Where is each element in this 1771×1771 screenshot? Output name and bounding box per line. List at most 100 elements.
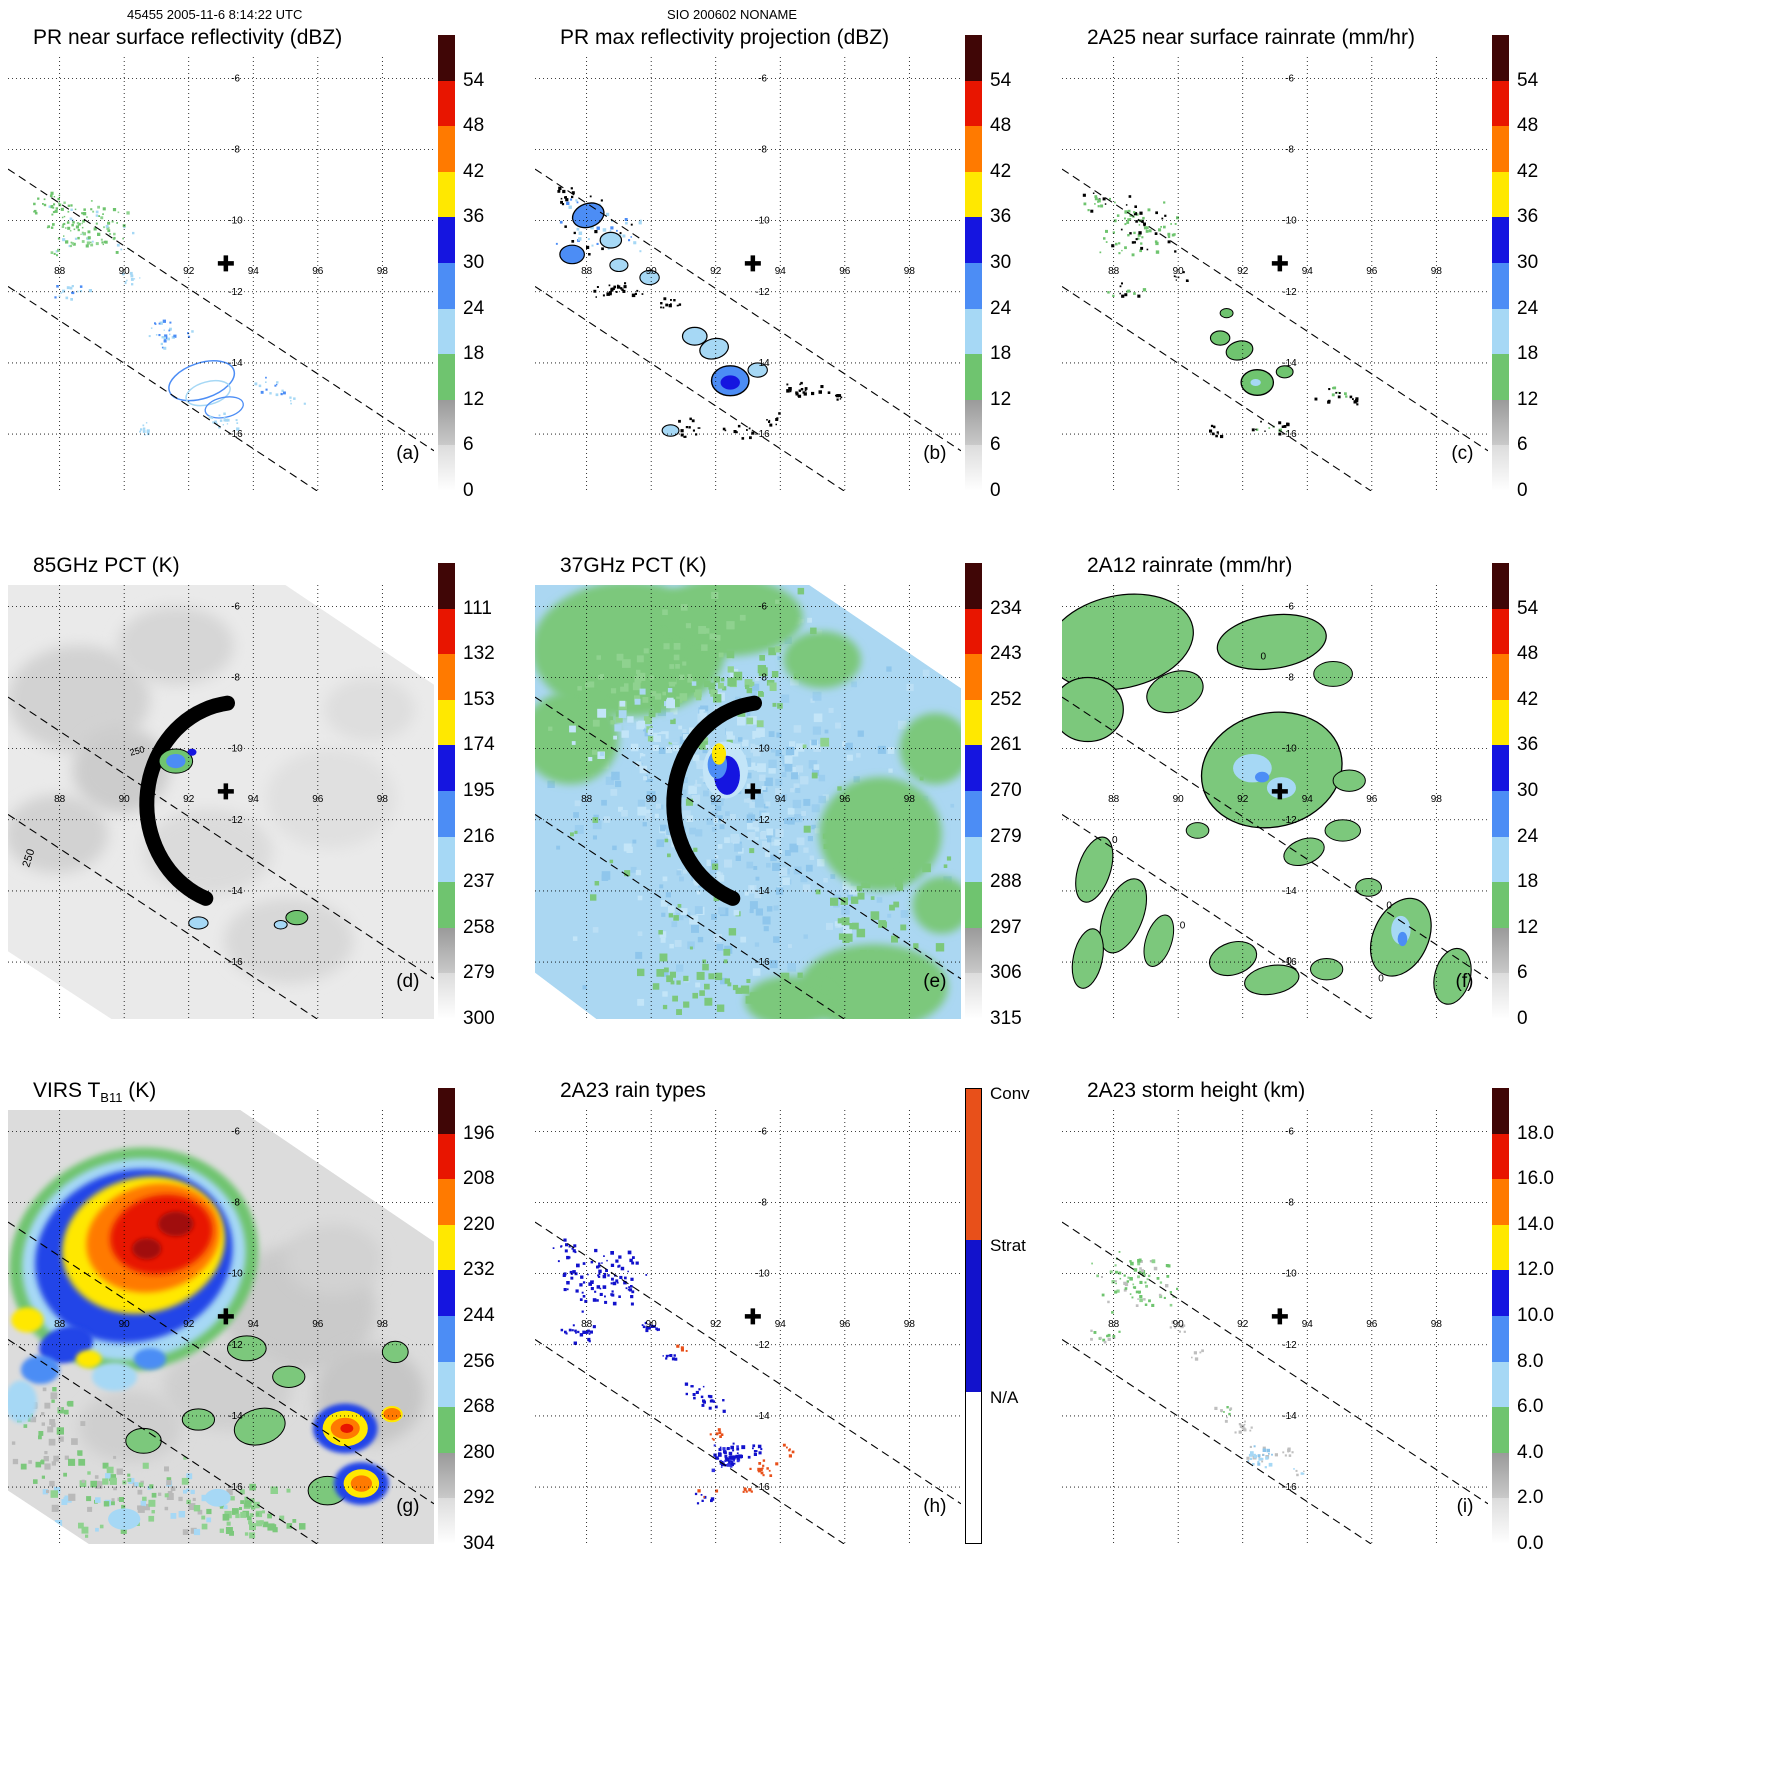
colorbar-tick: 279: [463, 962, 495, 984]
map-grid: [1062, 585, 1488, 1019]
map-grid: [1062, 1110, 1488, 1544]
svg-text:-14: -14: [228, 1411, 243, 1422]
colorbar-bar: [965, 35, 982, 491]
panel-title-text: 85GHz PCT (K): [33, 554, 180, 577]
colorbar-bar: [1492, 563, 1509, 1019]
colorbar-segment: [965, 882, 982, 928]
colorbar-tick: 24: [990, 297, 1012, 319]
colorbar-segment: [1492, 1088, 1509, 1134]
colorbar-tick: 220: [463, 1213, 495, 1235]
colorbar-segment: [438, 1224, 455, 1271]
map-svg-f: 0 0 0 0 0 0 88 90 92 94 96 98 -6 -8 -10 -12 -14 -16 (f): [1046, 585, 1489, 1020]
map-canvas-i: 88 90 92 94 96 98 -6 -8 -10 -12 -14 -16 (i): [1061, 1110, 1489, 1545]
colorbar-segment: [438, 927, 455, 974]
svg-text:-16: -16: [755, 1482, 770, 1493]
svg-text:92: 92: [710, 794, 722, 805]
colorbar-segment: [438, 217, 455, 263]
colorbar-tick: 18: [1517, 343, 1539, 365]
storm-center-marker: [744, 783, 761, 800]
svg-text:90: 90: [646, 266, 658, 277]
colorbar-segment: [438, 308, 455, 355]
svg-text:-12: -12: [1282, 287, 1297, 298]
panel-letter: (i): [1457, 1496, 1474, 1517]
colorbar-segment: [1492, 1133, 1509, 1180]
colorbar-f: 54 48 42 36 30 24 18 12 6 0: [1492, 563, 1577, 1029]
storm-center-marker: [217, 255, 234, 272]
colorbar-segment: [966, 1240, 981, 1392]
colorbar-tick: 244: [463, 1305, 495, 1326]
colorbar-b: 54 48 42 36 30 24 18 12 6 0: [965, 35, 1050, 501]
case-title: SIO 200602 NONAME: [667, 7, 798, 22]
colorbar-h: Conv Strat N/A: [965, 1084, 1050, 1544]
colorbar-segment: [1492, 171, 1509, 218]
svg-text:-6: -6: [1285, 1126, 1294, 1137]
swath-edge-lines: [7, 696, 435, 1020]
colorbar-segment: [438, 790, 455, 837]
map-svg-e: 88 90 92 94 96 98 -6 -8 -10 -12 -14 -16 (e): [522, 577, 971, 1030]
colorbar-segment: [1492, 882, 1509, 928]
swath-edge-lines: [7, 168, 435, 492]
panel-title: 2A23 rain types: [560, 1079, 1057, 1104]
colorbar-segment: [438, 126, 455, 172]
svg-text:0: 0: [1260, 652, 1266, 663]
colorbar-tick: 24: [1517, 297, 1539, 319]
colorbar-tick: 18: [463, 343, 485, 365]
svg-text:88: 88: [1108, 794, 1120, 805]
colorbar-segment: [1492, 1270, 1509, 1316]
map-features: 0 0 0 0 0 0: [1046, 593, 1472, 1005]
svg-text:-6: -6: [1285, 601, 1294, 612]
colorbar-tick: 4.0: [1517, 1441, 1544, 1463]
svg-text:98: 98: [904, 794, 916, 805]
colorbar-tick: 6.0: [1517, 1396, 1544, 1418]
svg-text:96: 96: [1366, 1319, 1378, 1330]
colorbar-tick: 48: [990, 115, 1012, 137]
colorbar-segment: [965, 836, 982, 883]
colorbar-segment: [438, 1270, 455, 1316]
svg-text:-8: -8: [758, 144, 767, 155]
colorbar-segment: [438, 654, 455, 700]
svg-text:-12: -12: [1282, 1340, 1297, 1351]
colorbar-segment: [1492, 699, 1509, 746]
colorbar-tick: 36: [1517, 206, 1539, 228]
map-grid: [535, 585, 961, 1019]
colorbar-tick: 54: [1517, 69, 1539, 91]
map-tick-labels: 88 90 92 94 96 98 -6 -8 -10 -12 -14 -16: [581, 601, 915, 968]
colorbar-tick: 132: [463, 643, 495, 665]
map-svg-d: 250 250 88 90 92 94 96 98 -6 -8 -10 -12 -14 -16 (d): [4, 585, 435, 1020]
svg-text:-12: -12: [755, 287, 770, 298]
svg-text:94: 94: [775, 794, 787, 805]
colorbar-tick: 0.0: [1517, 1533, 1544, 1554]
colorbar-tick: 288: [990, 871, 1022, 893]
colorbar-segment: [438, 973, 455, 1019]
svg-text:88: 88: [581, 1319, 593, 1330]
map-svg-g: 88 90 92 94 96 98 -6 -8 -10 -12 -14 -16 (g): [4, 1110, 435, 1545]
svg-text:92: 92: [1237, 1319, 1249, 1330]
panel-letter: (g): [396, 1496, 419, 1517]
storm-center-marker: [1271, 783, 1288, 800]
colorbar-tick: 261: [990, 734, 1022, 756]
colorbar-bar: [438, 35, 455, 491]
svg-text:-10: -10: [228, 744, 243, 755]
colorbar-tick: 315: [990, 1008, 1022, 1029]
svg-text:96: 96: [312, 266, 324, 277]
svg-text:-14: -14: [1282, 1411, 1297, 1422]
svg-text:94: 94: [775, 1319, 787, 1330]
colorbar-segment: [1492, 308, 1509, 355]
svg-text:-10: -10: [1282, 216, 1297, 227]
colorbar-e: 234 243 252 261 270 279 288 297 306 315: [965, 563, 1050, 1029]
svg-text:94: 94: [248, 1319, 260, 1330]
colorbar-segment: [1492, 654, 1509, 700]
svg-text:90: 90: [119, 794, 131, 805]
svg-text:-12: -12: [228, 287, 243, 298]
colorbar-segment: [1492, 1179, 1509, 1225]
panel-i: 2A23 storm height (km) 88 90 92 94 96 98 -6 -8 -…: [1061, 1079, 1584, 1579]
panel-title-text: 2A12 rainrate (mm/hr): [1087, 554, 1293, 577]
svg-text:0: 0: [1386, 901, 1392, 912]
colorbar-segment: [965, 445, 982, 491]
svg-text:0: 0: [1180, 920, 1186, 931]
swath-edge-lines: [534, 696, 962, 1020]
colorbar-segment: [965, 171, 982, 218]
panel-letter: (e): [923, 971, 946, 992]
colorbar-tick: 174: [463, 734, 495, 756]
